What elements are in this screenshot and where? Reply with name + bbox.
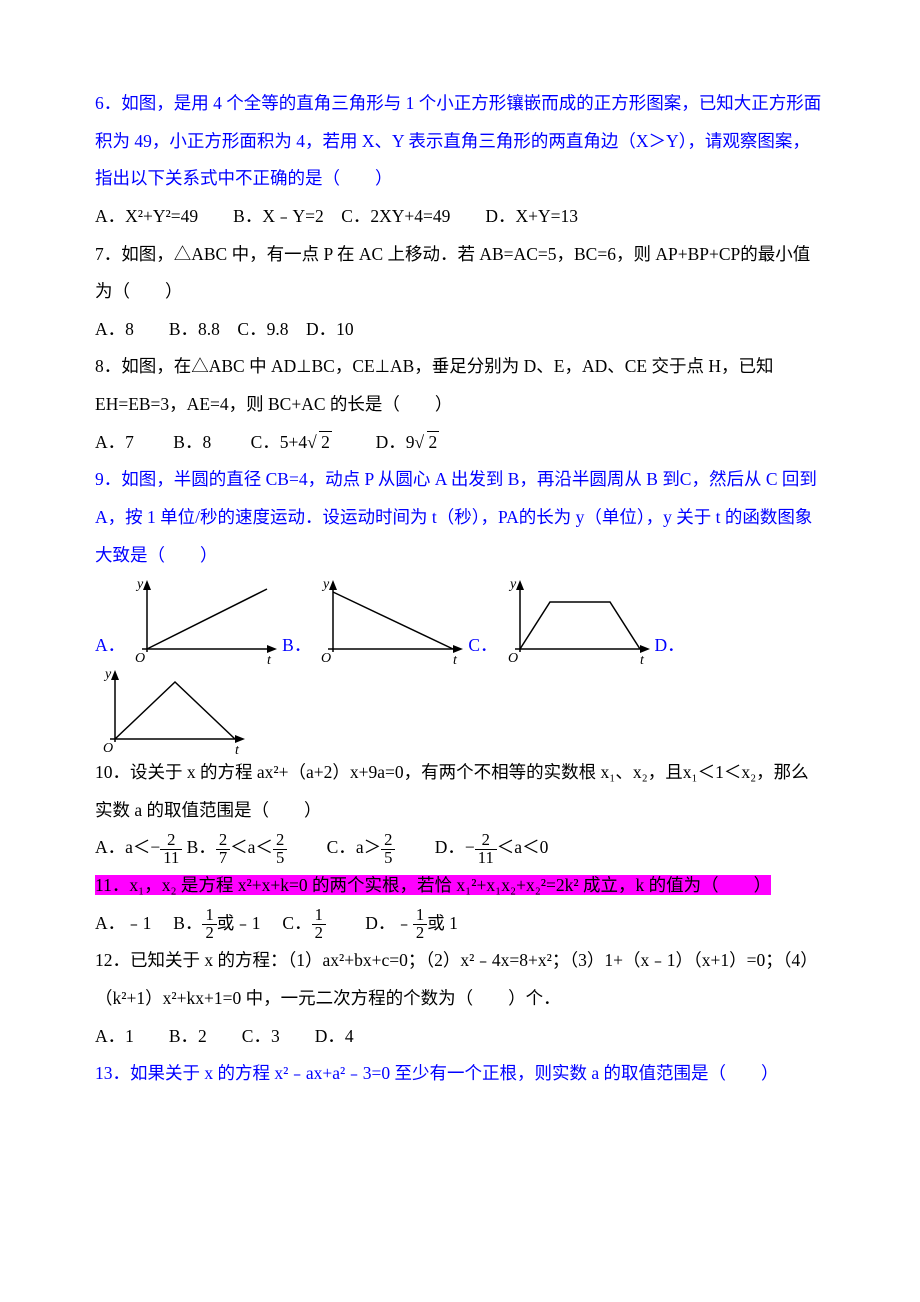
graph-b: y O t [313, 574, 468, 664]
sqrt-icon: 2 [415, 424, 440, 462]
graph-a: y O t [127, 574, 282, 664]
fraction-icon: 211 [160, 832, 182, 866]
q10-b-den1: 7 [216, 850, 230, 867]
question-6-options: A．X²+Y²=49 B．X﹣Y=2 C．2XY+4=49 D．X+Y=13 [95, 198, 825, 236]
fraction-icon: 12 [413, 907, 427, 941]
q10-c-prefix: C． [327, 837, 356, 857]
q10-a-den: 11 [160, 850, 182, 867]
fraction-icon: 12 [312, 907, 326, 941]
question-6: 6．如图，是用 4 个全等的直角三角形与 1 个小正方形镶嵌而成的正方形图案，已… [95, 85, 825, 198]
svg-text:O: O [103, 741, 113, 754]
q8-opt-d: D．92 [376, 432, 440, 452]
svg-text:t: t [267, 653, 272, 664]
q9-b-label: B． [282, 627, 311, 665]
sqrt-icon: 2 [307, 424, 332, 462]
q8-c-val: 5+4 [280, 432, 307, 452]
q8-opt-a: A．7 [95, 432, 134, 452]
q11-b-den: 2 [202, 925, 216, 942]
question-8-options: A．7 B．8 C．5+42 D．92 [95, 424, 825, 462]
svg-text:y: y [135, 577, 144, 592]
svg-text:y: y [321, 577, 330, 592]
q10-a-expr: a＜− [125, 837, 160, 857]
question-7-options: A．8 B．8.8 C．9.8 D．10 [95, 311, 825, 349]
q10-b-prefix: B． [187, 837, 216, 857]
q8-d-rad: 2 [427, 431, 440, 452]
q11-b-suffix: 或﹣1 [217, 913, 261, 933]
q10-opt-c: C．a＞25 [327, 837, 396, 857]
q11-d-suffix: 或 1 [427, 913, 458, 933]
q8-opt-b: B．8 [173, 432, 211, 452]
question-11: 11．x₁，x₂ 是方程 x²+x+k=0 的两个实根，若恰 x₁²+x₁x₂+… [95, 867, 825, 905]
q8-d-val: 9 [406, 432, 415, 452]
q9-d-label: D． [655, 627, 685, 665]
question-8: 8．如图，在△ABC 中 AD⊥BC，CE⊥AB，垂足分别为 D、E，AD、CE… [95, 348, 825, 423]
q10-a-prefix: A． [95, 837, 125, 857]
question-12: 12．已知关于 x 的方程：（1）ax²+bx+c=0；（2）x²﹣4x=8+x… [95, 942, 825, 1017]
q9-option-a: A． y O t [95, 574, 282, 664]
q9-graph-d-row: y O t [95, 664, 825, 754]
question-9-graphs: A． y O t B． y O t C． y [95, 574, 825, 664]
question-11-options: A．﹣1 B．12或﹣1 C．12 D．﹣12或 1 [95, 905, 825, 943]
question-10-options: A．a＜−211 B．27＜a＜25 C．a＞25 D．−211＜a＜0 [95, 829, 825, 867]
q10-b-mid: ＜a＜ [230, 837, 273, 857]
q9-option-d: D． [655, 627, 687, 665]
q9-c-label: C． [468, 627, 497, 665]
question-12-options: A．1 B．2 C．3 D．4 [95, 1018, 825, 1056]
q11-opt-a: A．﹣1 [95, 913, 151, 933]
question-10: 10．设关于 x 的方程 ax²+（a+2）x+9a=0，有两个不相等的实数根 … [95, 754, 825, 829]
graph-d: y O t [95, 664, 250, 754]
q9-option-b: B． y O t [282, 574, 468, 664]
q11-b-prefix: B． [173, 913, 202, 933]
q11-opt-c: C．12 [282, 913, 326, 933]
question-9: 9．如图，半圆的直径 CB=4，动点 P 从圆心 A 出发到 B，再沿半圆周从 … [95, 461, 825, 574]
q10-d-post: ＜a＜0 [497, 837, 549, 857]
q9-a-label: A． [95, 627, 125, 665]
fraction-icon: 25 [273, 832, 287, 866]
svg-text:y: y [508, 577, 517, 592]
svg-text:t: t [235, 743, 240, 754]
q11-d-prefix: D．﹣ [365, 913, 413, 933]
graph-c: y O t [500, 574, 655, 664]
q10-opt-a: A．a＜−211 [95, 837, 182, 857]
q11-opt-d: D．﹣12或 1 [365, 913, 458, 933]
q10-opt-d: D．−211＜a＜0 [435, 837, 549, 857]
q8-c-rad: 2 [319, 431, 332, 452]
svg-text:O: O [321, 651, 331, 664]
question-7: 7．如图，△ABC 中，有一点 P 在 AC 上移动．若 AB=AC=5，BC=… [95, 236, 825, 311]
q11-c-den: 2 [312, 925, 326, 942]
svg-text:y: y [103, 667, 112, 682]
svg-text:O: O [135, 651, 145, 664]
q10-c-expr: a＞ [356, 837, 381, 857]
q8-d-prefix: D． [376, 432, 406, 452]
question-13: 13．如果关于 x 的方程 x²﹣ax+a²﹣3=0 至少有一个正根，则实数 a… [95, 1055, 825, 1093]
svg-text:O: O [508, 651, 518, 664]
q11-c-prefix: C． [282, 913, 311, 933]
q9-option-c: C． y O t [468, 574, 654, 664]
q11-highlight: 11．x₁，x₂ 是方程 x²+x+k=0 的两个实根，若恰 x₁²+x₁x₂+… [95, 875, 771, 895]
q10-d-prefix: D． [435, 837, 465, 857]
svg-text:t: t [640, 653, 645, 664]
q10-opt-b: B．27＜a＜25 [187, 837, 288, 857]
q11-opt-b: B．12或﹣1 [173, 913, 260, 933]
fraction-icon: 12 [202, 907, 216, 941]
q10-b-den2: 5 [273, 850, 287, 867]
q10-d-den: 11 [475, 850, 497, 867]
fraction-icon: 25 [381, 832, 395, 866]
q10-c-den: 5 [381, 850, 395, 867]
svg-text:t: t [453, 653, 458, 664]
q10-d-pre: − [465, 837, 475, 857]
fraction-icon: 27 [216, 832, 230, 866]
fraction-icon: 211 [475, 832, 497, 866]
q11-d-den: 2 [413, 925, 427, 942]
q8-c-prefix: C． [251, 432, 280, 452]
q8-opt-c: C．5+4 2 [251, 432, 337, 452]
